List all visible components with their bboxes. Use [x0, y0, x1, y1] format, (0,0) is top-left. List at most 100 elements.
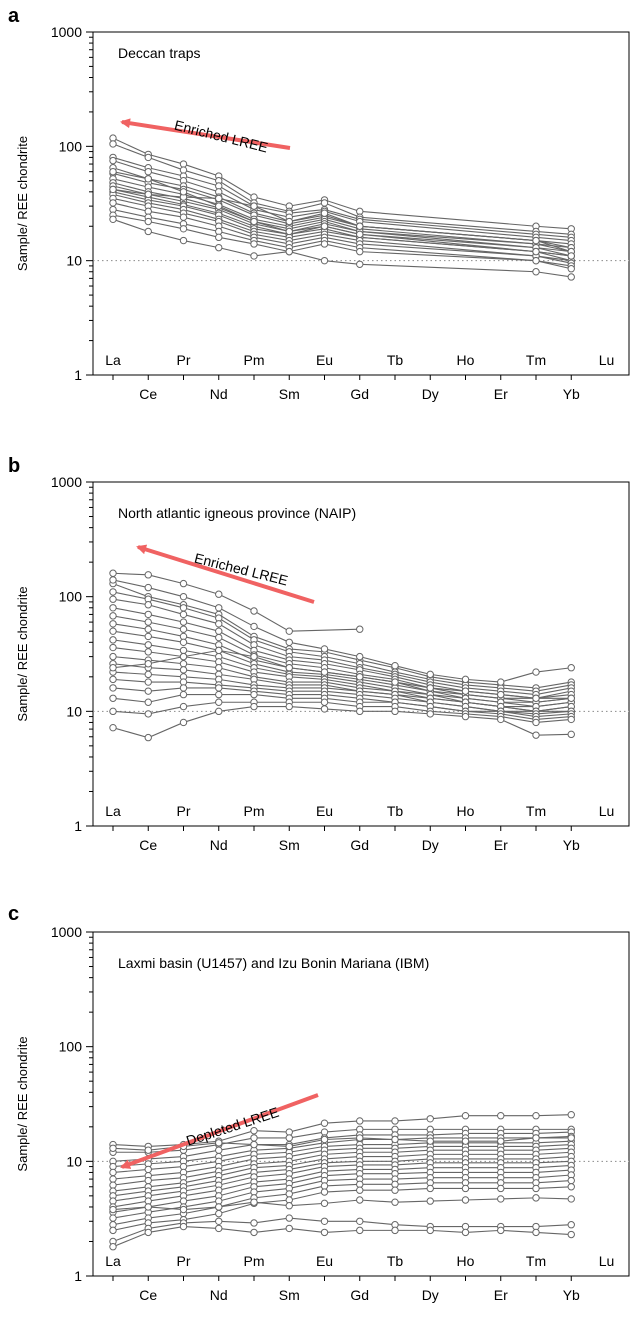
- data-point: [144, 1176, 152, 1185]
- data-point: [356, 1217, 364, 1225]
- series-line: [112, 1137, 572, 1151]
- x-tick-label: Pr: [177, 803, 191, 819]
- x-tick-label: Tm: [526, 352, 546, 368]
- data-point: [250, 202, 258, 210]
- data-point: [497, 1137, 505, 1145]
- data-point: [179, 684, 188, 692]
- series-line: [112, 1156, 572, 1197]
- data-point: [109, 1205, 117, 1214]
- data-point: [497, 1195, 505, 1203]
- data-point: [179, 1222, 188, 1231]
- data-point: [179, 610, 188, 619]
- x-tick-label: Ce: [139, 386, 157, 402]
- data-point: [532, 236, 540, 245]
- data-point: [497, 678, 505, 686]
- data-point: [109, 576, 117, 584]
- y-axis-label: Sample/ REE chondrite: [15, 586, 30, 721]
- x-tick-label: Pr: [177, 1253, 191, 1269]
- data-point: [179, 213, 188, 221]
- series-line: [112, 1169, 572, 1213]
- data-point: [109, 620, 117, 628]
- x-tick-label: Pr: [177, 352, 191, 368]
- data-point: [109, 1168, 117, 1177]
- data-point: [391, 1135, 399, 1144]
- data-point: [109, 636, 117, 644]
- data-point: [320, 1188, 329, 1196]
- data-point: [391, 707, 399, 716]
- data-point: [179, 690, 188, 699]
- data-point: [109, 604, 117, 612]
- y-tick-label: 1000: [51, 924, 82, 940]
- series-line: [112, 182, 572, 253]
- x-tick-label: Er: [494, 386, 508, 402]
- series-line: [112, 188, 572, 257]
- data-point: [144, 648, 152, 656]
- series-line: [112, 687, 572, 718]
- series-line: [112, 188, 572, 253]
- data-point: [567, 1134, 575, 1142]
- y-tick-label: 10: [66, 1153, 82, 1169]
- data-point: [109, 684, 117, 692]
- annotation-arrow: [120, 1093, 319, 1169]
- data-point: [567, 1195, 575, 1203]
- data-point: [285, 702, 293, 711]
- data-point: [144, 153, 152, 162]
- data-point: [109, 675, 117, 684]
- data-point: [250, 252, 258, 260]
- data-point: [109, 1226, 117, 1235]
- data-point: [109, 694, 117, 702]
- data-point: [215, 633, 223, 642]
- data-point: [426, 1137, 434, 1145]
- series-line: [112, 706, 572, 739]
- data-point: [215, 627, 223, 635]
- data-point: [320, 209, 329, 217]
- data-point: [567, 265, 575, 273]
- series-line: [112, 1131, 572, 1162]
- x-tick-label: Eu: [316, 803, 333, 819]
- data-point: [285, 1214, 293, 1222]
- data-point: [109, 627, 117, 635]
- data-point: [179, 718, 188, 727]
- data-point: [320, 1228, 329, 1237]
- data-point: [285, 638, 293, 646]
- y-tick-label: 1: [74, 818, 82, 834]
- panel-letter: c: [8, 903, 19, 925]
- data-point: [144, 670, 152, 679]
- series-line: [113, 1128, 572, 1153]
- data-point: [179, 1205, 188, 1214]
- data-point: [567, 252, 575, 260]
- x-tick-label: Nd: [210, 386, 228, 402]
- data-point: [356, 1226, 364, 1235]
- data-point: [497, 1184, 505, 1193]
- annotation-arrow: [136, 544, 315, 604]
- data-point: [144, 227, 152, 236]
- data-point: [215, 620, 223, 628]
- data-point: [215, 202, 223, 210]
- x-tick-label: Pm: [244, 352, 265, 368]
- data-point: [215, 194, 223, 203]
- data-point: [532, 1228, 540, 1237]
- y-tick-label: 100: [59, 1039, 83, 1055]
- series-line: [112, 197, 572, 262]
- y-axis-label: Sample/ REE chondrite: [15, 1036, 30, 1171]
- series-line: [112, 1135, 572, 1168]
- data-point: [356, 652, 364, 661]
- data-point: [250, 607, 258, 615]
- data-point: [567, 715, 575, 724]
- data-point: [215, 1139, 223, 1147]
- x-tick-label: Eu: [316, 352, 333, 368]
- data-point: [320, 698, 329, 706]
- series-line: [112, 579, 572, 683]
- data-point: [144, 1146, 152, 1154]
- x-tick-label: Lu: [599, 352, 615, 368]
- data-point: [144, 601, 152, 609]
- x-tick-label: Pm: [244, 1253, 265, 1269]
- series-line: [112, 185, 572, 253]
- x-tick-label: Er: [494, 1287, 508, 1303]
- data-point: [532, 1134, 540, 1142]
- data-point: [567, 1183, 575, 1191]
- x-tick-label: La: [105, 1253, 121, 1269]
- data-point: [179, 638, 188, 646]
- data-point: [144, 190, 152, 199]
- data-point: [109, 140, 117, 148]
